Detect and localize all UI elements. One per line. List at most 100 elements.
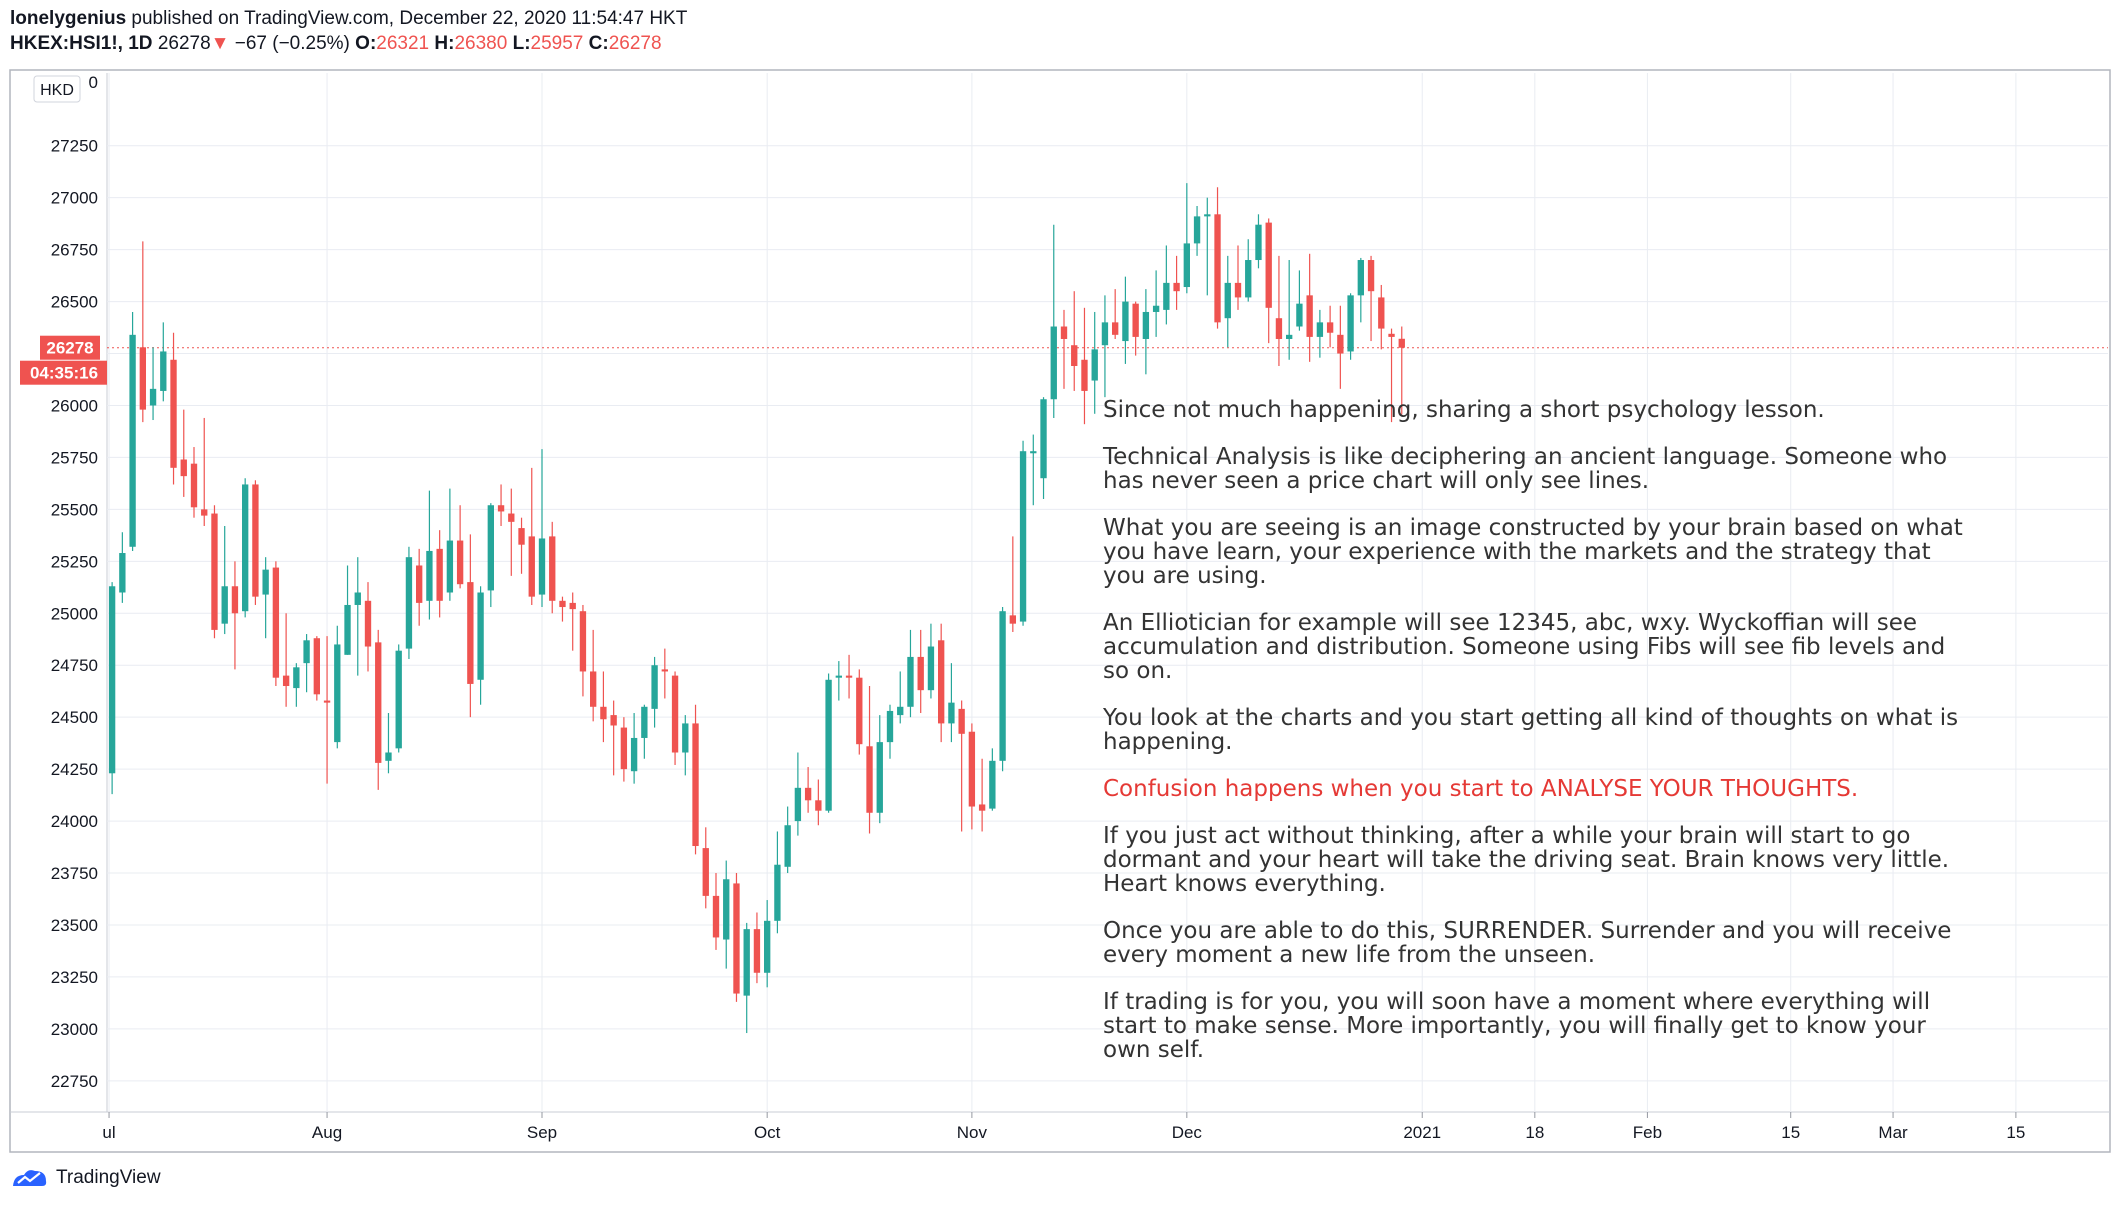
candle [1214,187,1221,329]
candle [1019,440,1027,626]
candle-body [201,509,208,516]
candle-body [1060,326,1068,339]
candle [1122,276,1129,364]
candle [1398,326,1405,415]
candle-body [723,879,730,940]
countdown-tag-box [20,360,107,385]
candle-body [272,567,280,678]
annotation-line: Since not much happening, sharing a shor… [1103,397,1825,423]
candle [119,532,126,603]
candle-body [323,700,331,703]
candle [702,827,709,909]
candle [190,447,198,518]
price-tick-label: 23500 [51,916,98,935]
candle-body [1265,222,1272,308]
candle-body [682,723,689,753]
high-label: H: [434,33,455,54]
candle-body [1132,303,1139,337]
candle-body [1245,260,1252,298]
candle [723,860,730,969]
candle [671,671,679,765]
candle-body [1255,224,1262,261]
price-tick-label: 25000 [51,604,98,623]
candle [1091,311,1098,414]
candle [815,779,822,826]
candle [497,484,505,527]
candle [354,557,361,676]
candle-body [528,536,535,597]
candle-body [170,359,177,468]
candle-body [917,656,924,691]
currency-badge[interactable]: HKD [33,75,81,103]
candle [1193,205,1201,256]
candle-body [1142,311,1150,339]
candle-body [1152,305,1160,312]
candle-body [180,459,187,477]
candle [211,505,218,639]
candle-body [968,731,976,807]
tradingview-watermark[interactable]: TradingView [10,1166,161,1190]
candle-body [375,642,382,763]
tradingview-brand: TradingView [56,1167,161,1188]
candle-body [876,742,883,813]
annotation-text[interactable]: Since not much happening, sharing a shor… [1102,397,1963,1063]
candle-body [1081,359,1088,391]
time-tick-label: Oct [754,1123,781,1142]
candle [456,505,464,589]
candle [323,636,331,784]
candle [1132,301,1139,356]
candle [804,767,812,813]
candle-body [1234,282,1242,298]
price-tick-label-partial: 0 [89,73,98,92]
candle [743,922,750,1034]
candle-body [764,920,771,973]
candle-body [282,675,290,687]
candle-body [815,800,822,811]
candle [344,565,351,655]
candle [835,661,842,701]
candle-body [1367,260,1375,292]
candle-body [364,600,372,647]
author-name[interactable]: lonelygenius [10,8,127,29]
candle-body [1337,334,1344,354]
price-tick-label: 27000 [51,189,98,208]
candle [528,467,535,605]
candle-body [600,706,607,720]
candle [252,480,259,605]
candle-body [1019,451,1027,622]
annotation-line: happening. [1103,729,1232,755]
down-arrow-icon: ▼ [210,33,230,54]
candle [375,629,382,790]
candle-body [661,669,668,672]
candle [1337,305,1344,389]
time-tick-label: Dec [1172,1123,1203,1142]
candle [549,521,556,614]
candle-body [242,484,249,612]
candle [620,717,628,782]
candle-body [108,586,116,774]
candle-body [1009,615,1016,624]
candle-body [538,538,546,595]
candle [149,347,157,421]
candle [600,671,607,743]
candle-body [211,513,218,630]
tradingview-logo-icon [13,1170,47,1186]
candle [1060,309,1068,389]
candle-body [569,602,576,610]
candle [897,671,904,724]
candle [1009,536,1016,632]
candle-body [262,569,269,595]
candle-body [1091,349,1098,381]
time-tick-label: Feb [1633,1123,1662,1142]
currency-badge-box [33,75,81,103]
time-tick-label: Sep [527,1123,557,1142]
candle [201,417,208,527]
annotation-line: you are using. [1103,563,1267,589]
candle-body [630,737,638,772]
candle [487,503,494,608]
candle [426,490,433,620]
price-tag-box [40,335,100,360]
candle [364,582,372,672]
annotation-line: If trading is for you, you will soon hav… [1103,989,1930,1015]
